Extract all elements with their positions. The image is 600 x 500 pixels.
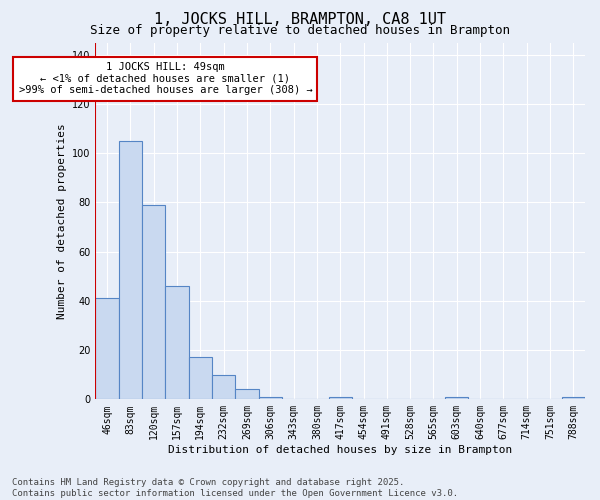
Bar	[212, 374, 235, 400]
X-axis label: Distribution of detached houses by size in Brampton: Distribution of detached houses by size …	[168, 445, 512, 455]
Bar	[235, 390, 259, 400]
Text: 1, JOCKS HILL, BRAMPTON, CA8 1UT: 1, JOCKS HILL, BRAMPTON, CA8 1UT	[154, 12, 446, 28]
Text: Contains HM Land Registry data © Crown copyright and database right 2025.
Contai: Contains HM Land Registry data © Crown c…	[12, 478, 458, 498]
Bar	[329, 397, 352, 400]
Text: Size of property relative to detached houses in Brampton: Size of property relative to detached ho…	[90, 24, 510, 37]
Text: 1 JOCKS HILL: 49sqm
← <1% of detached houses are smaller (1)
>99% of semi-detach: 1 JOCKS HILL: 49sqm ← <1% of detached ho…	[19, 62, 312, 96]
Bar	[188, 358, 212, 400]
Bar	[166, 286, 188, 400]
Bar	[562, 397, 585, 400]
Y-axis label: Number of detached properties: Number of detached properties	[56, 123, 67, 319]
Bar	[95, 298, 119, 400]
Bar	[259, 397, 282, 400]
Bar	[445, 397, 469, 400]
Bar	[142, 205, 166, 400]
Bar	[119, 141, 142, 400]
